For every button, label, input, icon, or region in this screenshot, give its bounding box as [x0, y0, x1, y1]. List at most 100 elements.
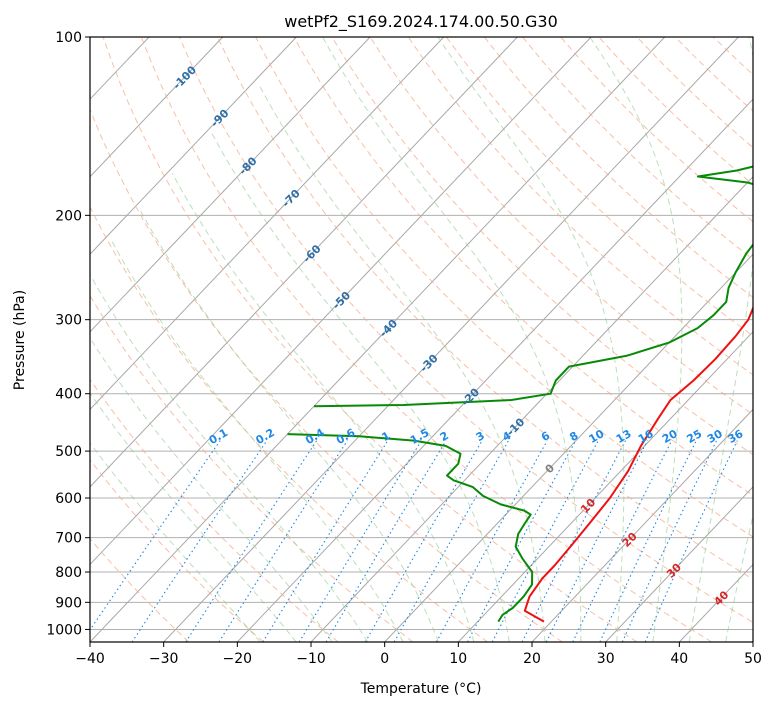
isotherm-line: [90, 37, 592, 566]
moist-adiabat-line: [90, 336, 333, 642]
dry-adiabat-line: [407, 37, 753, 376]
x-tick-label: −20: [223, 651, 253, 667]
dry-adiabat-line: [751, 37, 753, 40]
dry-adiabat-line: [598, 37, 753, 186]
moist-adiabat-line: [322, 37, 582, 642]
y-tick-label: 900: [55, 595, 82, 611]
mixing-ratio-line: [364, 440, 483, 642]
y-tick-label: 200: [55, 208, 82, 224]
y-tick-label: 100: [55, 30, 82, 46]
y-tick-label: 700: [55, 531, 82, 547]
isotherm-line: [457, 331, 753, 642]
dry-adiabat-line: [255, 37, 753, 538]
y-tick-label: 600: [55, 491, 82, 507]
x-tick-label: 20: [523, 651, 541, 667]
dry-adiabat-line: [522, 37, 753, 260]
x-tick-label: −30: [149, 651, 179, 667]
mixing-ratio-line: [325, 440, 447, 642]
dry-adiabat-lines: [90, 37, 753, 642]
plot-frame: [89, 36, 754, 643]
dry-adiabat-line: [90, 378, 339, 642]
dry-adiabat-line: [90, 108, 563, 642]
dry-adiabat-line: [674, 37, 753, 112]
dry-adiabat-line: [90, 537, 190, 642]
mixing-ratio-line: [185, 440, 318, 642]
isotherm-line: [90, 37, 297, 256]
x-tick-label: −10: [296, 651, 326, 667]
isotherm-line: [0, 37, 2, 642]
mixing-ratio-line: [393, 440, 510, 642]
isotherm-line: [90, 37, 445, 411]
mixing-ratio-label: 13: [614, 427, 634, 446]
isotherm-line: [90, 37, 371, 333]
mixing-ratio-line: [262, 440, 389, 642]
x-tick-label: 10: [449, 651, 467, 667]
mixing-ratio-label: 6: [539, 429, 552, 444]
mixing-ratio-line: [521, 440, 626, 642]
mixing-ratio-label: 8: [567, 429, 580, 444]
mixing-ratio-line: [435, 440, 548, 642]
isotherm-line: [236, 98, 753, 642]
moist-adiabat-line: [138, 208, 439, 642]
mixing-ratio-label: 0.4: [303, 426, 327, 447]
mixing-ratio-label: 3: [474, 429, 487, 444]
x-tick-label: −40: [75, 651, 105, 667]
isotherm-line: [605, 486, 753, 642]
diagram-labels: 0.1 0.2 0.4 0.6 1 1.5 2 3 4 6 8 10 13 16 20 25 30 36-100-…: [170, 63, 745, 608]
moist-adiabat-line: [90, 392, 297, 642]
x-tick-label: 50: [744, 651, 762, 667]
mixing-ratio-lines: [90, 440, 738, 642]
isotherm-line: [678, 563, 753, 642]
y-tick-label: 1000: [46, 622, 82, 638]
mixing-ratio-line: [599, 440, 697, 642]
mixing-ratio-line: [491, 440, 599, 642]
moist-adiabat-line: [90, 442, 261, 642]
y-tick-label: 400: [55, 387, 82, 403]
mixing-ratio-label: 2: [438, 429, 451, 444]
dewpoint-line: [287, 433, 534, 623]
dry-adiabat-line: [90, 459, 264, 642]
dry-adiabat-line: [560, 37, 753, 223]
dry-adiabat-line: [331, 37, 753, 456]
isotherm-label: -100: [170, 63, 199, 92]
x-axis-label: Temperature (°C): [360, 681, 482, 697]
dry-adiabat-line: [712, 37, 753, 76]
sounding-series: [287, 165, 753, 623]
isotherm-lines: [0, 37, 753, 642]
mixing-ratio-line: [467, 440, 577, 642]
mixing-ratio-line: [545, 440, 648, 642]
y-axis-ticks: 1000 900 800 700 600 500 400 300 200 100: [46, 30, 90, 638]
x-axis-ticks: −40 −30 −20 −10 0 10 20 30 40 50: [75, 642, 762, 667]
y-tick-label: 300: [55, 313, 82, 329]
mixing-ratio-label: 0.6: [334, 426, 358, 447]
mixing-ratio-label: 36: [726, 427, 746, 446]
mixing-ratio-label: 16: [636, 427, 656, 446]
isotherm-line: [752, 641, 753, 642]
y-tick-label: 500: [55, 444, 82, 460]
dry-adiabat-line: [90, 205, 488, 642]
dry-adiabat-line: [369, 37, 753, 415]
x-tick-label: 40: [670, 651, 688, 667]
mixing-ratio-label: 10: [587, 427, 607, 446]
dry-adiabat-line: [293, 37, 753, 496]
moist-adiabat-line: [437, 37, 625, 642]
dry-adiabat-line: [90, 294, 414, 642]
mixing-ratio-line: [644, 440, 738, 642]
mixing-ratio-label: 30: [705, 427, 725, 446]
dry-adiabat-line: [636, 37, 753, 149]
dry-adiabat-line: [140, 37, 712, 642]
y-axis-label: Pressure (hPa): [12, 290, 28, 390]
mixing-ratio-label: 0.2: [253, 426, 276, 447]
moist-adiabat-line: [258, 83, 546, 642]
mixing-ratio-line: [572, 440, 673, 642]
y-tick-label: 800: [55, 565, 82, 581]
isotherm-line: [90, 37, 518, 488]
isotherm-line: [90, 37, 224, 178]
dewpoint-line-upper: [313, 165, 753, 408]
dry-adiabat-line: [102, 37, 638, 642]
isotherm-line: [163, 37, 739, 642]
mixing-ratio-line: [298, 440, 422, 642]
mixing-ratio-line: [90, 440, 221, 631]
dry-adiabat-line: [178, 37, 753, 623]
moist-adiabat-line: [589, 37, 683, 642]
